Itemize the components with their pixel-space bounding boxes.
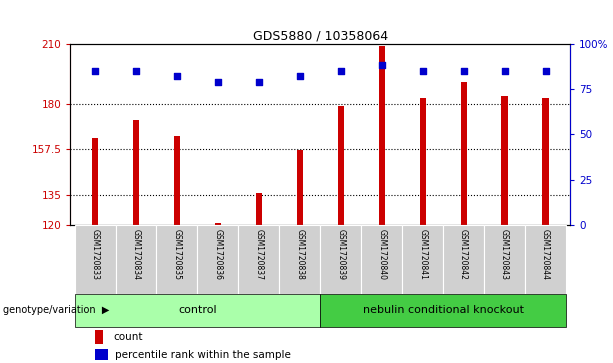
Bar [402,225,443,294]
Text: nebulin conditional knockout: nebulin conditional knockout [363,305,524,315]
Point [500,68,509,74]
Bar [543,98,549,225]
Bar [197,225,238,294]
Point [459,68,468,74]
Bar [419,98,426,225]
Bar [96,349,108,360]
Bar [320,294,566,327]
Text: GSM1720838: GSM1720838 [295,229,304,280]
Text: percentile rank within the sample: percentile rank within the sample [115,350,291,360]
Text: GSM1720836: GSM1720836 [213,229,223,280]
Bar [96,330,103,344]
Bar [215,223,221,225]
Text: GSM1720839: GSM1720839 [337,229,345,280]
Text: GSM1720840: GSM1720840 [377,229,386,280]
Text: GSM1720837: GSM1720837 [254,229,264,280]
Bar [92,138,98,225]
Point [254,79,264,85]
Bar [256,193,262,225]
Point [131,68,141,74]
Point [172,73,182,79]
Point [377,62,387,68]
Bar [460,82,466,225]
Text: GSM1720842: GSM1720842 [459,229,468,280]
Bar [75,294,320,327]
Title: GDS5880 / 10358064: GDS5880 / 10358064 [253,29,388,42]
Point [418,68,428,74]
Text: GSM1720841: GSM1720841 [418,229,427,280]
Bar [525,225,566,294]
Bar [501,96,508,225]
Text: genotype/variation  ▶: genotype/variation ▶ [3,305,110,315]
Bar [361,225,402,294]
Bar [238,225,280,294]
Text: GSM1720843: GSM1720843 [500,229,509,280]
Bar [75,225,115,294]
Bar [320,225,361,294]
Bar [443,225,484,294]
Text: GSM1720834: GSM1720834 [132,229,140,280]
Bar [297,150,303,225]
Bar [338,106,344,225]
Bar [379,46,385,225]
Bar [156,225,197,294]
Text: count: count [113,332,142,342]
Text: GSM1720833: GSM1720833 [91,229,99,280]
Text: GSM1720835: GSM1720835 [172,229,181,280]
Point [541,68,550,74]
Bar [484,225,525,294]
Bar [133,120,139,225]
Point [90,68,100,74]
Bar [174,136,180,225]
Point [295,73,305,79]
Bar [115,225,156,294]
Point [336,68,346,74]
Bar [280,225,320,294]
Point [213,79,223,85]
Text: GSM1720844: GSM1720844 [541,229,550,280]
Text: control: control [178,305,217,315]
